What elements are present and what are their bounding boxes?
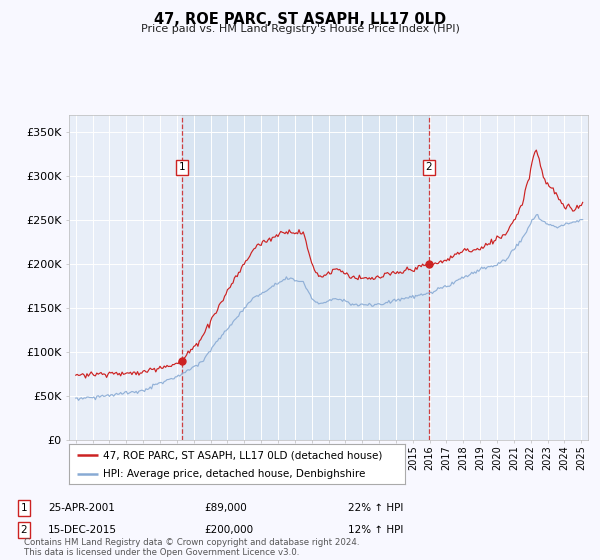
Bar bbox=[182, 115, 429, 440]
Text: £89,000: £89,000 bbox=[204, 503, 247, 513]
Text: Price paid vs. HM Land Registry's House Price Index (HPI): Price paid vs. HM Land Registry's House … bbox=[140, 24, 460, 34]
Text: 2: 2 bbox=[20, 525, 28, 535]
Text: 2: 2 bbox=[425, 162, 432, 172]
Text: 25-APR-2001: 25-APR-2001 bbox=[48, 503, 115, 513]
Text: 12% ↑ HPI: 12% ↑ HPI bbox=[348, 525, 403, 535]
Text: 1: 1 bbox=[20, 503, 28, 513]
Text: HPI: Average price, detached house, Denbighshire: HPI: Average price, detached house, Denb… bbox=[103, 469, 365, 479]
Text: 47, ROE PARC, ST ASAPH, LL17 0LD: 47, ROE PARC, ST ASAPH, LL17 0LD bbox=[154, 12, 446, 27]
Text: 1: 1 bbox=[178, 162, 185, 172]
Text: 22% ↑ HPI: 22% ↑ HPI bbox=[348, 503, 403, 513]
Text: £200,000: £200,000 bbox=[204, 525, 253, 535]
Text: 15-DEC-2015: 15-DEC-2015 bbox=[48, 525, 117, 535]
Text: 47, ROE PARC, ST ASAPH, LL17 0LD (detached house): 47, ROE PARC, ST ASAPH, LL17 0LD (detach… bbox=[103, 450, 382, 460]
Text: Contains HM Land Registry data © Crown copyright and database right 2024.
This d: Contains HM Land Registry data © Crown c… bbox=[24, 538, 359, 557]
